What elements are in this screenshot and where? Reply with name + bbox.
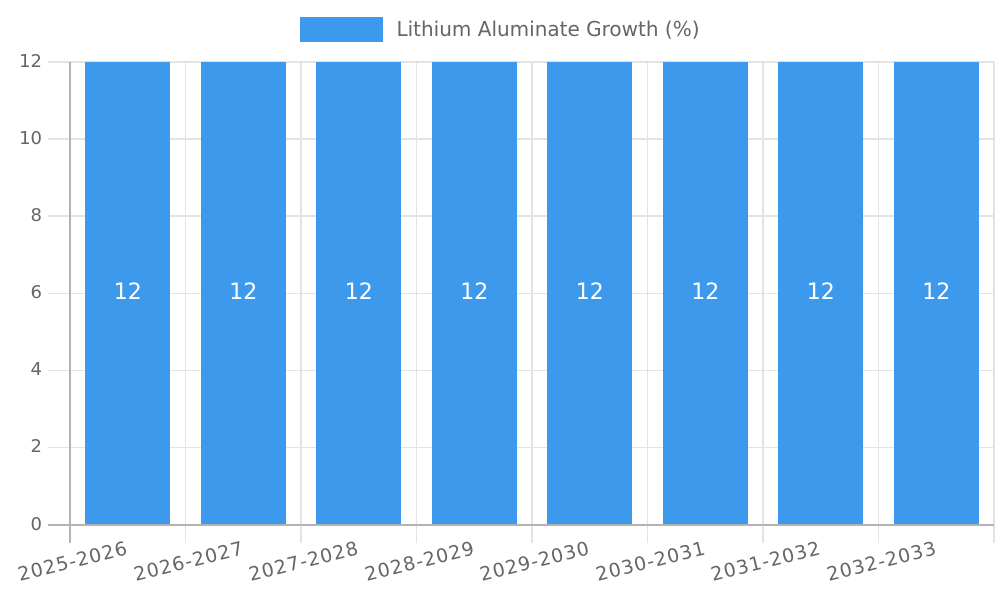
- y-axis-tick: [48, 369, 70, 372]
- x-axis-tick-label: 2032-2033: [824, 537, 939, 586]
- bar[interactable]: [316, 62, 402, 525]
- y-axis-tick: [48, 292, 70, 294]
- gridline-vertical: [415, 62, 418, 525]
- legend-swatch: [300, 17, 384, 42]
- gridline-vertical: [877, 62, 880, 525]
- y-axis-tick-label: 4: [30, 359, 42, 381]
- x-axis-tick: [300, 524, 302, 543]
- bar[interactable]: [893, 62, 979, 525]
- bar[interactable]: [778, 62, 864, 525]
- bar-value-label: 12: [229, 280, 258, 306]
- x-axis-tick: [184, 524, 187, 543]
- bar[interactable]: [662, 62, 748, 525]
- x-axis-tick-label: 2030-2031: [593, 537, 708, 586]
- bar[interactable]: [200, 62, 286, 525]
- legend-label: Lithium Aluminate Growth (%): [396, 17, 700, 41]
- y-axis-tick-label: 0: [30, 513, 42, 535]
- bar-value-label: 12: [113, 280, 142, 306]
- x-axis-tick-label: 2027-2028: [246, 537, 362, 586]
- gridline-vertical: [300, 62, 302, 525]
- x-axis-tick-label: 2029-2030: [477, 537, 593, 586]
- gridline-vertical: [993, 62, 995, 525]
- x-axis-tick-label: 2025-2026: [15, 537, 131, 586]
- bar-value-label: 12: [575, 280, 604, 306]
- bar-value-label: 12: [691, 280, 720, 306]
- gridline-vertical: [184, 62, 187, 525]
- gridline-vertical: [762, 62, 764, 525]
- x-axis-tick: [993, 524, 995, 543]
- bar[interactable]: [85, 62, 171, 525]
- x-axis-tick: [531, 524, 533, 543]
- y-axis-tick-label: 8: [30, 205, 42, 227]
- y-axis-tick-label: 2: [30, 436, 42, 458]
- y-axis-line: [69, 62, 71, 543]
- x-axis-tick: [646, 524, 649, 543]
- gridline-vertical: [531, 62, 533, 525]
- y-axis-tick-label: 6: [30, 282, 42, 304]
- bar-value-label: 12: [922, 280, 951, 306]
- bar-value-label: 12: [344, 280, 373, 306]
- bar[interactable]: [431, 62, 517, 525]
- y-axis-tick-label: 10: [19, 128, 42, 150]
- x-axis-line: [48, 523, 994, 526]
- bar-value-label: 12: [460, 280, 489, 306]
- y-axis-tick-label: 12: [19, 51, 42, 72]
- x-axis-tick: [877, 524, 880, 543]
- x-axis-tick-label: 2026-2027: [131, 537, 246, 586]
- x-axis-tick: [415, 524, 418, 543]
- y-axis-tick: [48, 138, 70, 140]
- y-axis-tick: [48, 61, 70, 63]
- x-axis-tick-label: 2031-2032: [708, 537, 824, 586]
- legend[interactable]: Lithium Aluminate Growth (%): [0, 17, 1000, 42]
- bar[interactable]: [547, 62, 633, 525]
- bar-value-label: 12: [806, 280, 835, 306]
- y-axis-tick: [48, 446, 70, 449]
- x-axis-tick-label: 2028-2029: [362, 537, 477, 586]
- gridline-vertical: [646, 62, 649, 525]
- y-axis-tick: [48, 215, 70, 217]
- x-axis-tick: [762, 524, 764, 543]
